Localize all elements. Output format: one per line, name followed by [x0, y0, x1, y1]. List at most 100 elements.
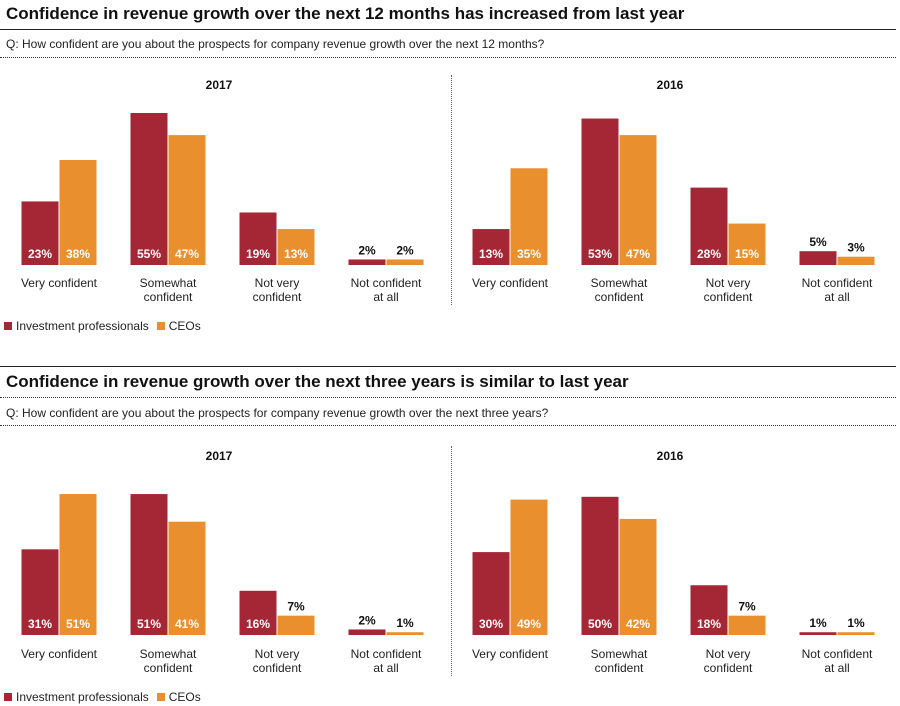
legend-item-investment: Investment professionals: [4, 319, 149, 333]
legend: Investment professionals CEOs: [4, 690, 209, 704]
data-label: 3%: [847, 241, 865, 255]
category-label: confident: [595, 661, 644, 675]
bar-ceo: [59, 159, 97, 265]
bar-investment: [690, 585, 728, 635]
title-rule: [0, 366, 896, 367]
legend-item-ceo: CEOs: [156, 319, 201, 333]
legend-label-investment: Investment professionals: [16, 690, 149, 704]
chart-title: 2017: [206, 78, 233, 92]
data-label: 55%: [137, 247, 161, 261]
title-rule-lower: [0, 397, 896, 398]
data-label: 51%: [137, 617, 161, 631]
section-title: Confidence in revenue growth over the ne…: [6, 372, 629, 391]
data-label: 7%: [287, 600, 305, 614]
category-label: Not very: [255, 276, 300, 290]
data-label: 2%: [358, 613, 376, 627]
bar-investment: [130, 113, 168, 265]
category-label: at all: [824, 290, 849, 304]
category-label: confident: [144, 290, 193, 304]
legend-item-ceo: CEOs: [156, 690, 201, 704]
data-label: 53%: [588, 247, 612, 261]
data-label: 49%: [517, 617, 541, 631]
data-label: 42%: [626, 617, 650, 631]
category-label: Not confident: [802, 647, 873, 661]
data-label: 1%: [396, 616, 414, 630]
data-label: 13%: [479, 247, 503, 261]
legend-swatch-investment: [4, 322, 12, 330]
legend-label-ceo: CEOs: [168, 690, 201, 704]
bar-investment: [239, 590, 277, 635]
category-label: at all: [373, 661, 398, 675]
bar-ceo: [59, 494, 97, 635]
section-12-months: Confidence in revenue growth over the ne…: [0, 0, 900, 340]
legend-item-investment: Investment professionals: [4, 690, 149, 704]
category-label: at all: [373, 290, 398, 304]
bar-ceo: [619, 518, 657, 635]
bar-ceo: [386, 632, 424, 635]
bar-investment: [690, 187, 728, 265]
bar-investment: [472, 552, 510, 635]
data-label: 41%: [175, 617, 199, 631]
bar-investment: [581, 496, 619, 635]
category-label: at all: [824, 661, 849, 675]
question-rule: [0, 425, 896, 426]
bar-investment: [239, 212, 277, 265]
bar-investment: [21, 201, 59, 265]
category-label: Somewhat: [140, 276, 197, 290]
bar-ceo: [837, 632, 875, 635]
bar-ceo: [277, 615, 315, 635]
data-label: 1%: [809, 616, 827, 630]
data-label: 15%: [735, 247, 759, 261]
bar-ceo: [728, 223, 766, 265]
category-label: Somewhat: [591, 276, 648, 290]
category-label: confident: [704, 661, 753, 675]
category-label: confident: [144, 661, 193, 675]
legend-label-ceo: CEOs: [168, 319, 201, 333]
bar-investment: [130, 494, 168, 635]
category-label: Not confident: [802, 276, 873, 290]
data-label: 23%: [28, 247, 52, 261]
data-label: 35%: [517, 247, 541, 261]
section-three-years: Confidence in revenue growth over the ne…: [0, 366, 900, 706]
data-label: 5%: [809, 235, 827, 249]
data-label: 50%: [588, 617, 612, 631]
category-label: Not very: [255, 647, 300, 661]
title-rule: [0, 29, 896, 30]
bar-investment: [348, 259, 386, 265]
category-label: Very confident: [472, 647, 549, 661]
data-label: 47%: [175, 247, 199, 261]
chart-title: 2016: [657, 78, 684, 92]
category-label: Not confident: [351, 276, 422, 290]
data-label: 18%: [697, 617, 721, 631]
data-label: 7%: [738, 600, 756, 614]
chart-title: 2016: [657, 449, 684, 463]
bar-investment: [799, 632, 837, 635]
bar-investment: [348, 629, 386, 635]
bar-investment: [21, 549, 59, 635]
question-rule: [0, 57, 896, 58]
category-label: confident: [704, 290, 753, 304]
data-label: 28%: [697, 247, 721, 261]
data-label: 30%: [479, 617, 503, 631]
category-label: Somewhat: [140, 647, 197, 661]
data-label: 51%: [66, 617, 90, 631]
bar-ceo: [168, 135, 206, 265]
legend-swatch-ceo: [156, 322, 165, 330]
category-label: Somewhat: [591, 647, 648, 661]
category-label: Not very: [706, 647, 751, 661]
bar-investment: [581, 118, 619, 265]
data-label: 38%: [66, 247, 90, 261]
bar-ceo: [837, 256, 875, 265]
category-label: confident: [253, 290, 302, 304]
chart-divider: [451, 446, 452, 676]
category-label: Very confident: [21, 276, 98, 290]
data-label: 16%: [246, 617, 270, 631]
legend-swatch-ceo: [156, 693, 165, 701]
category-label: Very confident: [472, 276, 549, 290]
category-label: Very confident: [21, 647, 98, 661]
bar-ceo: [386, 259, 424, 265]
